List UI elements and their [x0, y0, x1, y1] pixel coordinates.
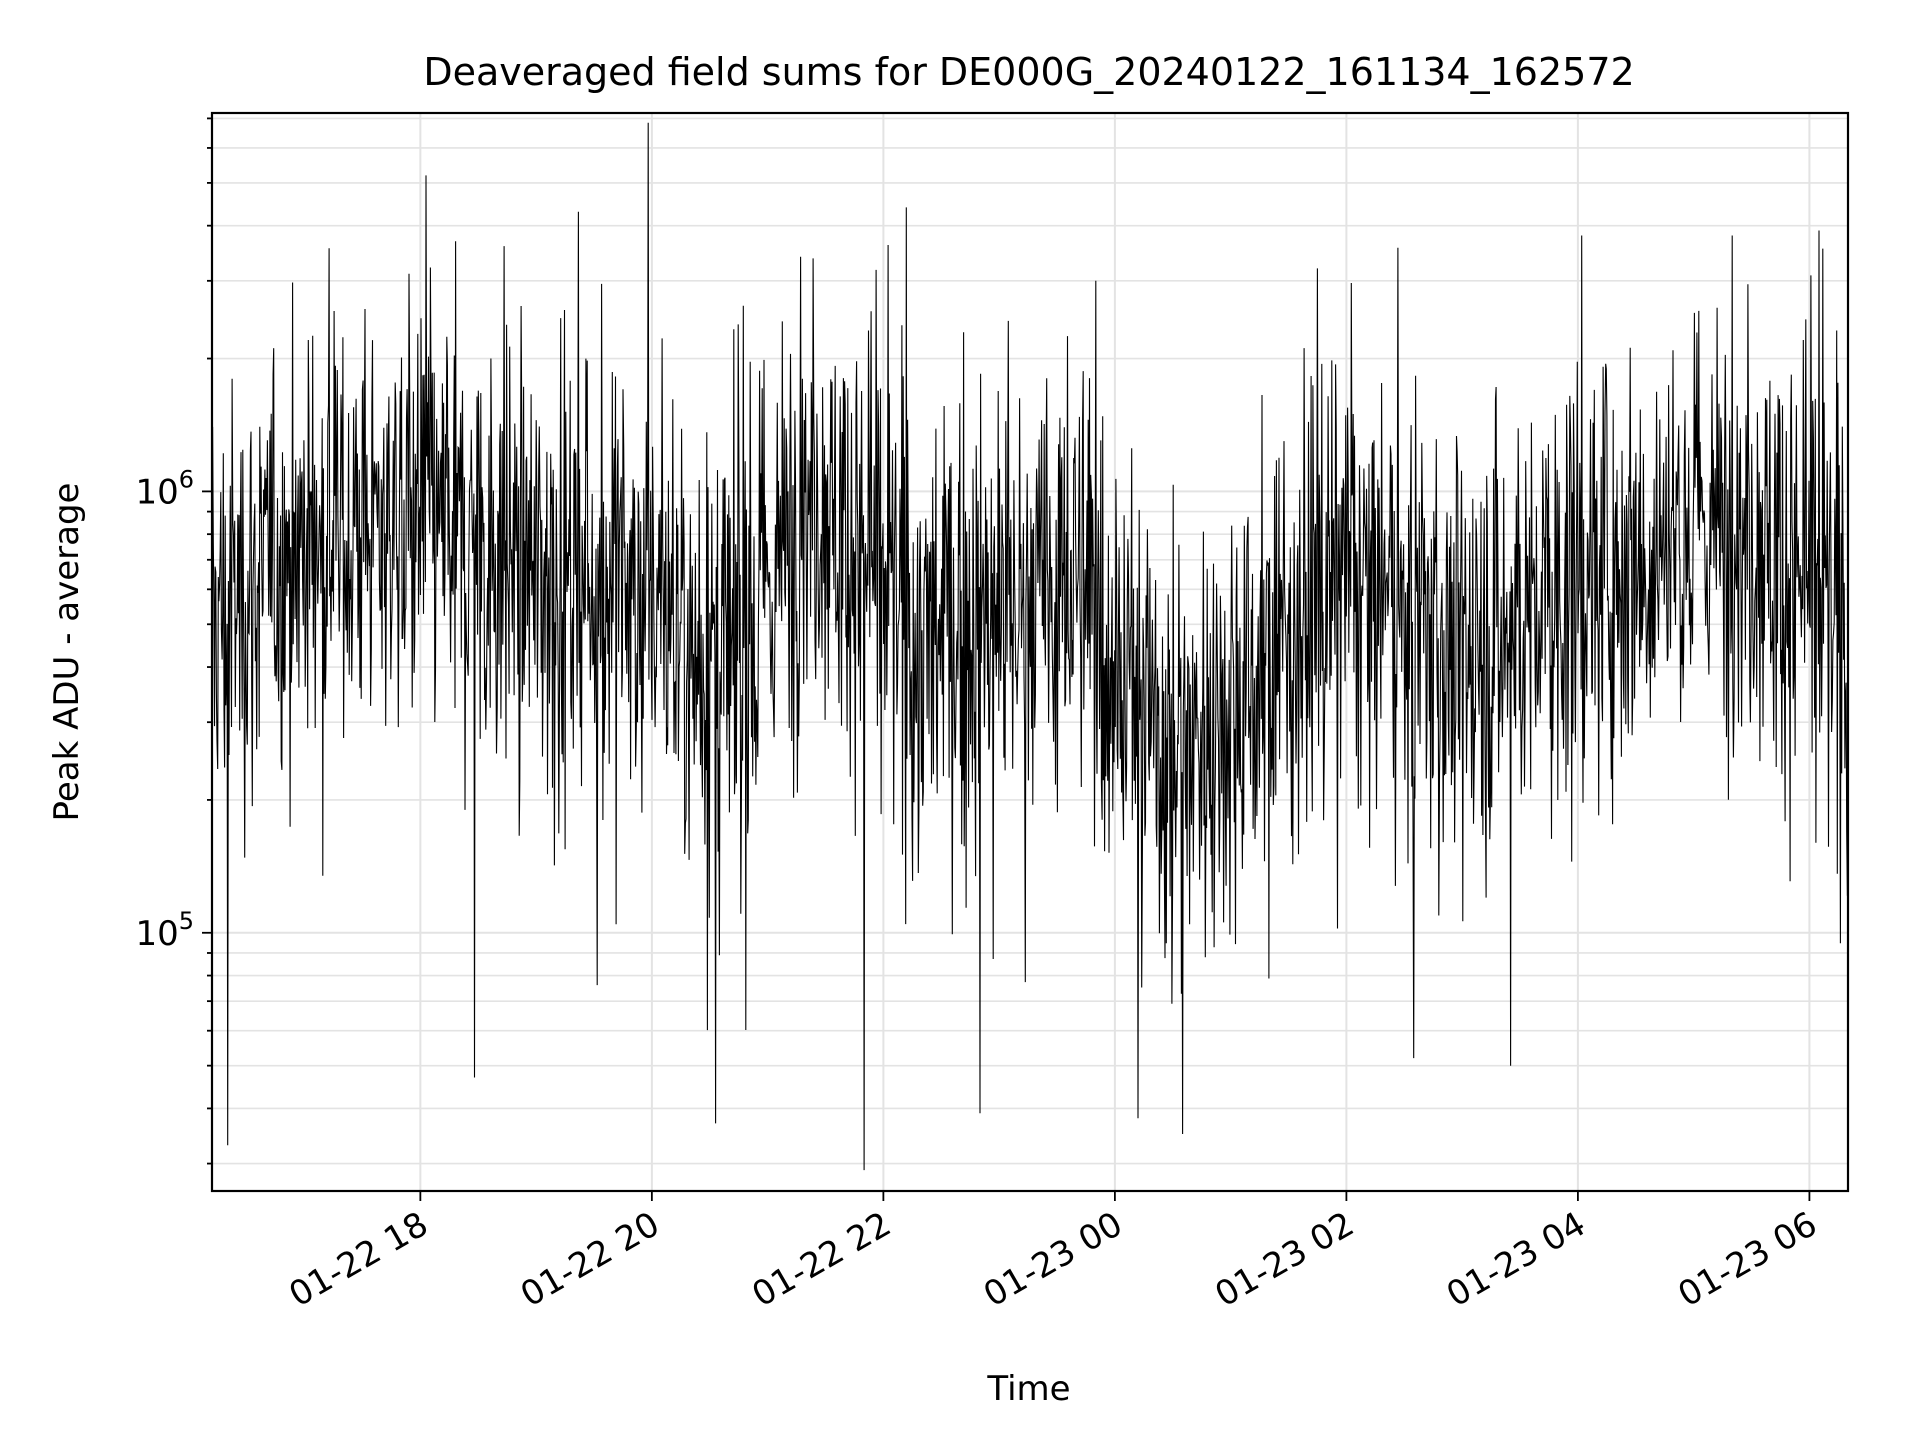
y-tick-label-exponent: 6 [179, 465, 194, 493]
y-tick-label: 106 [135, 465, 194, 512]
y-tick-label-base: 10 [135, 914, 178, 954]
plot-frame [210, 111, 1850, 1193]
y-tick-label-exponent: 5 [179, 907, 194, 935]
y-tick-label-base: 10 [135, 472, 178, 512]
chart-title: Deaveraged field sums for DE000G_2024012… [423, 50, 1634, 94]
y-tick-label: 105 [135, 907, 194, 954]
y-axis-label: Peak ADU - average [47, 483, 87, 822]
x-axis-label: Time [986, 1369, 1070, 1409]
series-line [212, 122, 1848, 1171]
